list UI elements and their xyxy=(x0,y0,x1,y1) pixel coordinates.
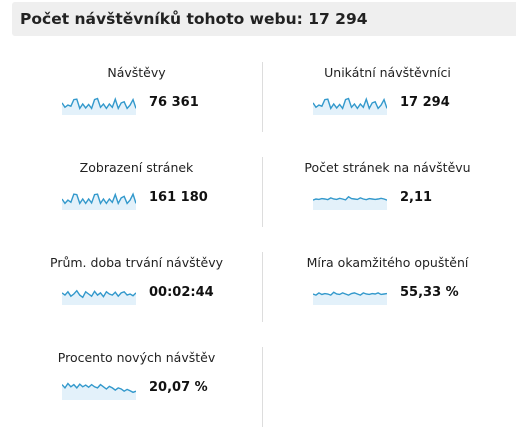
metric-value: 2,11 xyxy=(400,190,433,205)
sparkline-area xyxy=(313,292,387,305)
metric-label: Počet stránek na návštěvu xyxy=(304,160,471,175)
metric-value: 55,33 % xyxy=(400,285,459,300)
sparkline-area xyxy=(62,194,136,210)
sparkline-area xyxy=(62,290,136,305)
sparkline-area xyxy=(313,98,387,115)
column-divider xyxy=(262,62,263,132)
metric-label: Unikátní návštěvníci xyxy=(324,65,451,80)
metric-tile-pageviews[interactable]: Zobrazení stránek 161 180 xyxy=(12,152,261,247)
header-bar: Počet návštěvníků tohoto webu: 17 294 xyxy=(12,2,516,36)
metric-value: 17 294 xyxy=(400,95,450,110)
metric-value: 76 361 xyxy=(149,95,199,110)
sparkline-line xyxy=(62,382,136,394)
sparkline-line xyxy=(62,192,136,206)
sparkline-line xyxy=(313,96,387,111)
metric-label: Prům. doba trvání návštěvy xyxy=(50,255,223,270)
metric-value: 20,07 % xyxy=(149,380,208,395)
page-title: Počet návštěvníků tohoto webu: 17 294 xyxy=(20,10,368,28)
sparkline-area xyxy=(62,98,136,115)
metric-tile-bounce-rate[interactable]: Míra okamžitého opuštění 55,33 % xyxy=(263,247,512,342)
column-divider xyxy=(262,157,263,227)
sparkline-line xyxy=(62,289,136,299)
metric-value: 00:02:44 xyxy=(149,285,214,300)
sparkline xyxy=(313,195,387,210)
metric-label: Míra okamžitého opuštění xyxy=(306,255,469,270)
sparkline xyxy=(62,192,136,210)
sparkline-area xyxy=(62,383,136,400)
metric-tile-visits[interactable]: Návštěvy 76 361 xyxy=(12,57,261,152)
metric-tile-pages-per-visit[interactable]: Počet stránek na návštěvu 2,11 xyxy=(263,152,512,247)
sparkline xyxy=(313,96,387,115)
metric-value: 161 180 xyxy=(149,190,208,205)
metric-tile-new-visits-percent[interactable]: Procento nových návštěv 20,07 % xyxy=(12,342,261,437)
sparkline xyxy=(62,382,136,400)
column-divider xyxy=(262,252,263,322)
metric-tile-avg-visit-duration[interactable]: Prům. doba trvání návštěvy 00:02:44 xyxy=(12,247,261,342)
metric-label: Zobrazení stránek xyxy=(79,160,194,175)
sparkline xyxy=(313,291,387,305)
sparkline xyxy=(62,96,136,115)
sparkline-line xyxy=(313,291,387,296)
column-divider xyxy=(262,347,263,427)
metric-label: Návštěvy xyxy=(107,65,166,80)
metric-label: Procento nových návštěv xyxy=(57,350,216,365)
metric-tile-unique-visitors[interactable]: Unikátní návštěvníci 17 294 xyxy=(263,57,512,152)
sparkline-line xyxy=(313,195,387,201)
sparkline-area xyxy=(313,196,387,210)
sparkline-line xyxy=(62,96,136,111)
sparkline xyxy=(62,289,136,305)
